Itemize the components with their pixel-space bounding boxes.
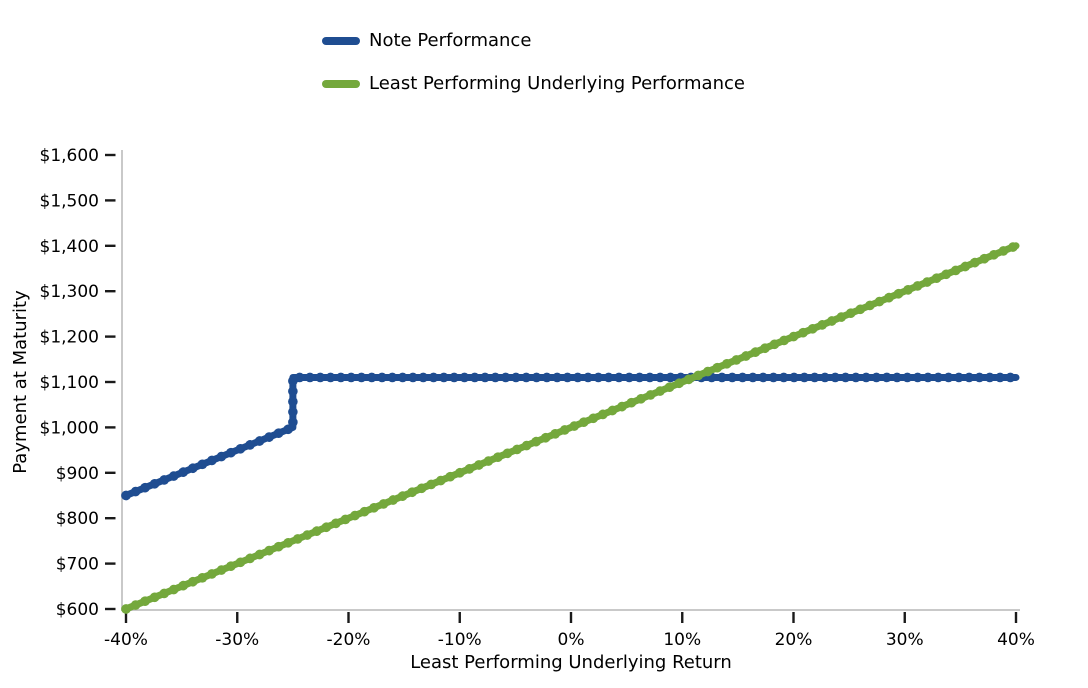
series-line-least-performing-underlying-performance-markers (121, 241, 1021, 614)
x-tick-label: 20% (775, 630, 813, 650)
y-axis-title: Payment at Maturity (10, 290, 31, 474)
x-tick-label: 0% (558, 630, 585, 650)
y-tick-label: $900 (56, 464, 99, 484)
y-tick-label: $1,400 (40, 237, 99, 257)
x-tick-label: -40% (104, 630, 148, 650)
y-tick-label: $600 (56, 600, 99, 620)
legend-label-note-performance: Note Performance (369, 30, 532, 51)
x-tick-label: 10% (663, 630, 701, 650)
legend-item-least-performing-underlying: Least Performing Underlying Performance (322, 70, 745, 98)
series-line-note-performance-markers (121, 372, 1021, 501)
x-tick-label: 40% (997, 630, 1035, 650)
y-tick-label: $1,300 (40, 282, 99, 302)
x-tick-label: -20% (327, 630, 371, 650)
y-tick-label: $1,200 (40, 328, 99, 348)
legend-label-least-performing-underlying: Least Performing Underlying Performance (369, 73, 745, 94)
x-tick-label: -30% (215, 630, 259, 650)
legend-swatch-note-performance (322, 37, 360, 45)
x-axis-title: Least Performing Underlying Return (410, 652, 732, 673)
x-tick-label: -10% (438, 630, 482, 650)
legend-item-note-performance: Note Performance (322, 27, 745, 55)
y-tick-label: $1,600 (40, 146, 99, 166)
y-tick-label: $1,500 (40, 191, 99, 211)
y-tick-label: $800 (56, 509, 99, 529)
chart-legend: Note Performance Least Performing Underl… (322, 27, 745, 113)
y-tick-label: $1,000 (40, 418, 99, 438)
legend-swatch-least-performing-underlying (322, 80, 360, 88)
y-tick-label: $700 (56, 555, 99, 575)
x-tick-label: 30% (886, 630, 924, 650)
y-tick-label: $1,100 (40, 373, 99, 393)
